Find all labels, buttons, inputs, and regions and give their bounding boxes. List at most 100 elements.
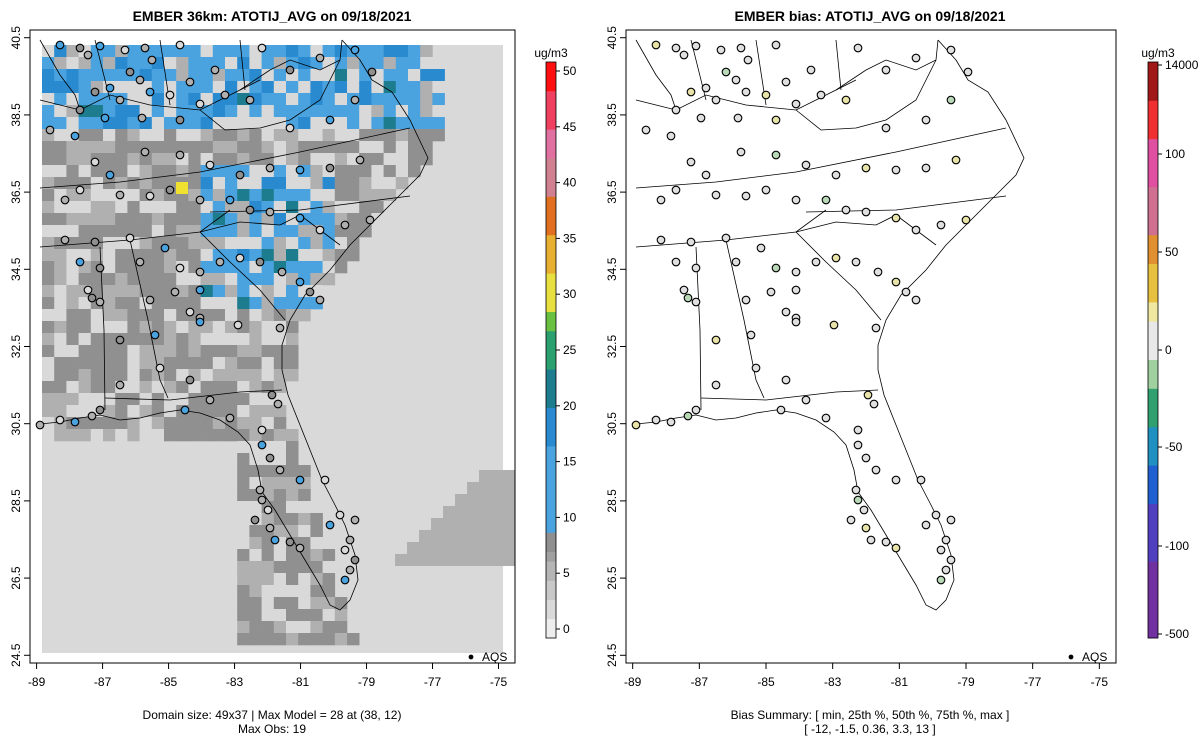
grid-cell: [273, 105, 287, 118]
grid-cell: [212, 273, 226, 286]
grid-cell: [90, 273, 104, 286]
grid-cell: [249, 597, 262, 610]
grid-cell: [371, 105, 384, 118]
grid-cell: [298, 621, 311, 634]
grid-cell: [164, 165, 177, 178]
grid-cell: [164, 249, 177, 262]
grid-cell: [127, 93, 140, 106]
grid-cell: [139, 345, 153, 358]
right-site-marker: [831, 170, 841, 180]
grid-cell: [347, 69, 360, 82]
grid-cell: [322, 585, 336, 598]
left-site-marker: [235, 253, 245, 263]
grid-cell: [188, 45, 201, 58]
grid-cell: [310, 525, 323, 538]
left-x-tick-label: -81: [292, 675, 310, 689]
grid-cell: [127, 345, 140, 358]
right-site-marker: [771, 263, 781, 273]
right-site-marker: [853, 43, 863, 53]
grid-cell: [66, 249, 79, 262]
right-site-marker: [686, 157, 696, 167]
grid-cell: [176, 165, 189, 178]
grid-cell: [127, 153, 140, 166]
right-state-line: [835, 39, 939, 91]
grid-cell: [200, 141, 214, 154]
grid-cell: [273, 489, 287, 502]
grid-cell: [249, 237, 262, 250]
grid-cell: [188, 165, 201, 178]
grid-cell: [78, 153, 92, 166]
grid-cell: [334, 105, 348, 118]
left-colorbar-tick-label: 10: [563, 510, 577, 524]
grid-cell: [176, 333, 189, 346]
grid-cell: [115, 273, 128, 286]
left-site-marker: [315, 53, 325, 63]
left-colorbar-swatch: [546, 465, 556, 476]
grid-cell: [298, 189, 311, 202]
left-y-tick-label: 36.5: [9, 180, 23, 204]
left-colorbar-swatch: [546, 244, 556, 255]
grid-cell: [322, 621, 336, 634]
grid-cell: [151, 309, 165, 322]
grid-cell: [286, 141, 299, 154]
left-colorbar-swatch: [546, 196, 556, 207]
grid-cell: [237, 189, 250, 202]
grid-cell: [286, 261, 299, 274]
right-site-marker: [761, 185, 771, 195]
grid-cell: [310, 153, 323, 166]
grid-cell: [188, 333, 201, 346]
left-colorbar-swatch: [546, 551, 556, 562]
grid-cell: [261, 357, 275, 370]
right-site-marker: [679, 285, 689, 295]
left-site-marker: [215, 257, 225, 267]
grid-cell: [78, 93, 92, 106]
left-site-marker: [285, 537, 295, 547]
right-site-marker: [701, 83, 711, 93]
grid-cell: [176, 393, 189, 406]
grid-cell: [298, 45, 311, 58]
grid-cell: [54, 141, 67, 154]
left-site-marker: [90, 157, 100, 167]
right-colorbar-swatch: [1148, 282, 1158, 293]
grid-cell: [188, 57, 201, 70]
left-y-tick-label: 40.5: [9, 26, 23, 50]
grid-cell: [188, 405, 201, 418]
right-y-tick-label: 30.5: [605, 412, 619, 436]
grid-cell: [212, 381, 226, 394]
grid-cell: [286, 441, 299, 454]
grid-cell: [127, 381, 140, 394]
grid-cell: [188, 117, 201, 130]
grid-cell: [237, 609, 250, 622]
grid-cell: [273, 573, 287, 586]
grid-cell: [127, 129, 140, 142]
right-y-tick-label: 38.5: [605, 103, 619, 127]
right-site-marker: [861, 207, 871, 217]
grid-cell: [479, 470, 515, 482]
right-x-tick-label: -79: [957, 675, 975, 689]
grid-cell: [286, 201, 299, 214]
right-site-marker: [741, 191, 751, 201]
grid-cell: [420, 129, 433, 142]
right-site-marker: [881, 537, 891, 547]
grid-cell: [151, 405, 165, 418]
grid-cell: [127, 189, 140, 202]
right-site-marker: [721, 67, 731, 77]
grid-cell-max: [176, 182, 188, 194]
left-site-marker: [83, 50, 93, 60]
left-site-marker: [295, 475, 305, 485]
grid-cell: [237, 129, 250, 142]
right-site-marker: [946, 45, 956, 55]
right-site-marker: [691, 297, 701, 307]
grid-cell: [261, 237, 275, 250]
grid-cell: [298, 465, 311, 478]
right-colorbar-swatch: [1148, 292, 1158, 303]
grid-cell: [225, 333, 238, 346]
grid-cell: [164, 225, 177, 238]
right-site-marker: [736, 147, 746, 157]
left-colorbar-swatch: [546, 628, 556, 639]
grid-cell: [347, 237, 360, 250]
grid-cell: [310, 201, 323, 214]
left-site-marker: [185, 375, 195, 385]
grid-cell: [127, 57, 140, 70]
grid-cell: [66, 225, 79, 238]
